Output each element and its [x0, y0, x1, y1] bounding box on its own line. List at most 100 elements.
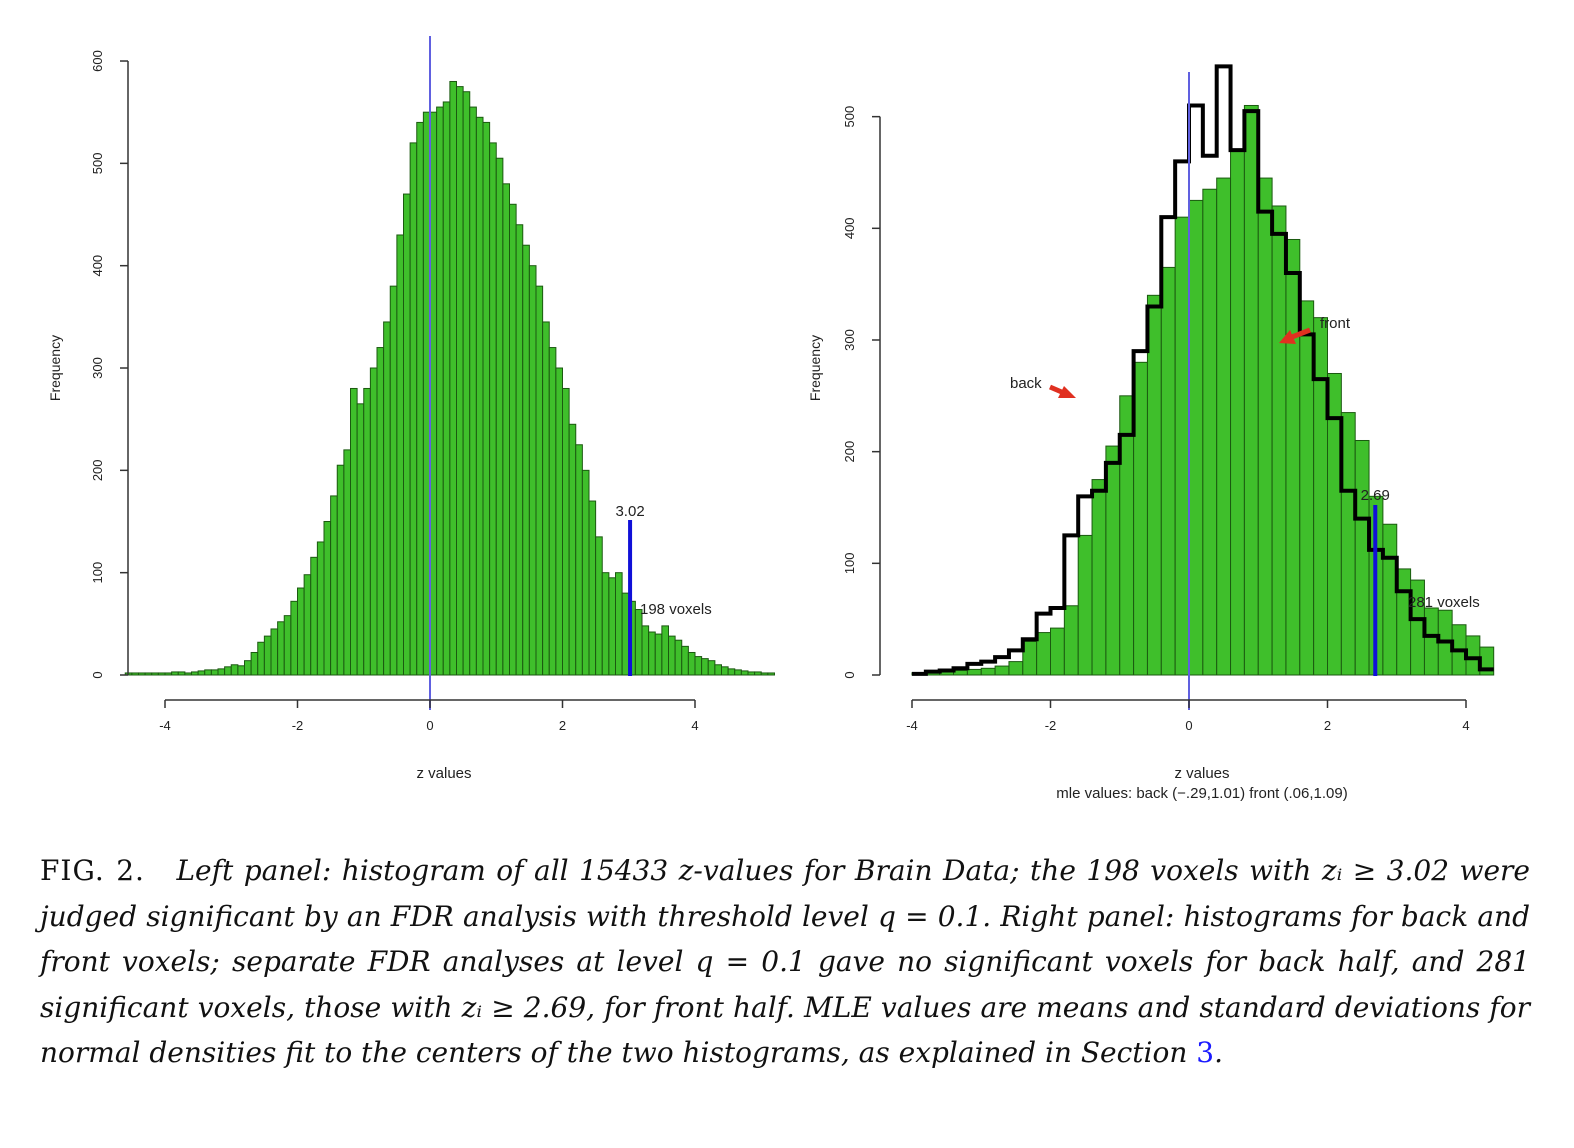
histogram-bar: [263, 635, 272, 676]
histogram-bar: [1216, 177, 1232, 676]
histogram-bar: [714, 664, 722, 676]
histogram-bar: [734, 669, 742, 676]
left-x-axis: -4 -2 0 2 4: [159, 699, 699, 733]
histogram-bar: [1271, 205, 1287, 676]
histogram-bar: [144, 672, 153, 676]
histogram-bar: [350, 387, 358, 676]
histogram-bar: [754, 671, 762, 676]
histogram-bar: [1257, 177, 1273, 676]
right-y-label: Frequency: [807, 335, 823, 401]
histogram-bar: [495, 157, 504, 676]
histogram-bar: [204, 669, 212, 676]
figure-caption: FIG. 2. Left panel: histogram of all 154…: [40, 848, 1530, 1076]
left-y-axis: 0 100 200 300 400 500 600: [90, 50, 129, 679]
histogram-bar: [257, 641, 265, 676]
histogram-bar: [562, 387, 570, 676]
y-tick-label: 400: [842, 217, 857, 239]
histogram-bar: [522, 244, 530, 676]
histogram-bar: [681, 645, 689, 676]
x-tick-label: 0: [1185, 718, 1192, 733]
right-x-label: z values: [1174, 765, 1229, 782]
histogram-bar: [456, 86, 464, 676]
histogram-bar: [1036, 632, 1052, 676]
x-tick-label: 0: [426, 718, 433, 733]
histogram-bar: [760, 672, 769, 676]
y-tick-label: 500: [842, 106, 857, 128]
histogram-bar: [442, 101, 451, 676]
histogram-bar: [641, 625, 650, 676]
histogram-bar: [1077, 534, 1093, 676]
x-tick-label: 4: [691, 718, 698, 733]
histogram-bar: [1133, 361, 1148, 676]
histogram-bar: [475, 116, 484, 676]
histogram-bar: [469, 106, 477, 676]
histogram-bar: [654, 633, 663, 676]
histogram-bar: [303, 574, 312, 676]
histogram-bar: [237, 665, 245, 676]
histogram-bar: [1423, 607, 1439, 676]
histogram-bar: [1243, 104, 1259, 676]
histogram-bar: [1188, 199, 1204, 676]
histogram-bar: [568, 423, 577, 676]
histogram-bar: [389, 285, 398, 676]
left-x-label: z values: [416, 765, 471, 782]
histogram-bar: [224, 666, 232, 676]
histogram-bar: [316, 541, 325, 676]
histogram-bar: [575, 444, 583, 676]
histogram-bar: [1008, 661, 1024, 676]
section-link[interactable]: 3: [1196, 1036, 1215, 1069]
histogram-bar: [383, 321, 391, 676]
x-tick-label: -4: [906, 718, 918, 733]
y-tick-label: 0: [90, 671, 105, 678]
histogram-bar: [230, 664, 239, 676]
histogram-bar: [615, 572, 623, 676]
histogram-bar: [489, 142, 497, 676]
histogram-bar: [721, 666, 729, 676]
histogram-bar: [343, 449, 351, 676]
front-arrow-icon: [1279, 327, 1311, 344]
y-tick-label: 100: [842, 552, 857, 574]
histogram-bar: [184, 672, 192, 676]
x-tick-label: 2: [1324, 718, 1331, 733]
x-tick-label: 2: [559, 718, 566, 733]
histogram-bar: [1354, 439, 1370, 676]
histogram-bar: [1063, 605, 1079, 676]
figure-label: FIG. 2.: [40, 854, 145, 887]
right-x-axis: -4 -2 0 2 4: [906, 699, 1470, 733]
y-tick-label: 300: [90, 357, 105, 379]
left-voxel-count: 198 voxels: [640, 601, 712, 618]
histogram-bar: [403, 193, 411, 676]
histogram-bar: [323, 521, 332, 676]
back-arrow-icon: [1049, 384, 1076, 398]
caption-text: Left panel: histogram of all 15433 z-val…: [40, 854, 1530, 1069]
histogram-bar: [661, 625, 669, 676]
histogram-bar: [694, 656, 703, 676]
histogram-bar: [217, 668, 226, 676]
y-tick-label: 100: [90, 562, 105, 584]
histogram-bar: [601, 572, 610, 676]
left-threshold-label: 3.02: [615, 503, 644, 520]
histogram-bar: [1146, 294, 1162, 676]
y-tick-label: 200: [842, 441, 857, 463]
histogram-bar: [171, 671, 179, 676]
histogram-bar: [980, 667, 996, 676]
histogram-bar: [290, 600, 298, 676]
histogram-bar: [297, 587, 305, 676]
histogram-bar: [376, 347, 385, 676]
caption-end: .: [1214, 1036, 1224, 1069]
histogram-bar: [727, 668, 736, 676]
histogram-bar: [767, 672, 775, 676]
histogram-bar: [356, 403, 365, 676]
histogram-bar: [515, 224, 524, 676]
histogram-bar: [131, 672, 139, 676]
histogram-bar: [1382, 523, 1398, 676]
histogram-bar: [369, 367, 378, 676]
histogram-bar: [509, 203, 517, 676]
histogram-bar: [668, 635, 676, 676]
histogram-bar: [994, 665, 1010, 676]
x-tick-label: -2: [292, 718, 304, 733]
right-histogram-outline-back: [912, 64, 1494, 676]
left-panel: 3.02 198 voxels 0 100 200 300 400 500 600 -4 -2…: [47, 36, 775, 782]
histogram-bar: [330, 495, 338, 676]
histogram-bar: [687, 651, 696, 676]
